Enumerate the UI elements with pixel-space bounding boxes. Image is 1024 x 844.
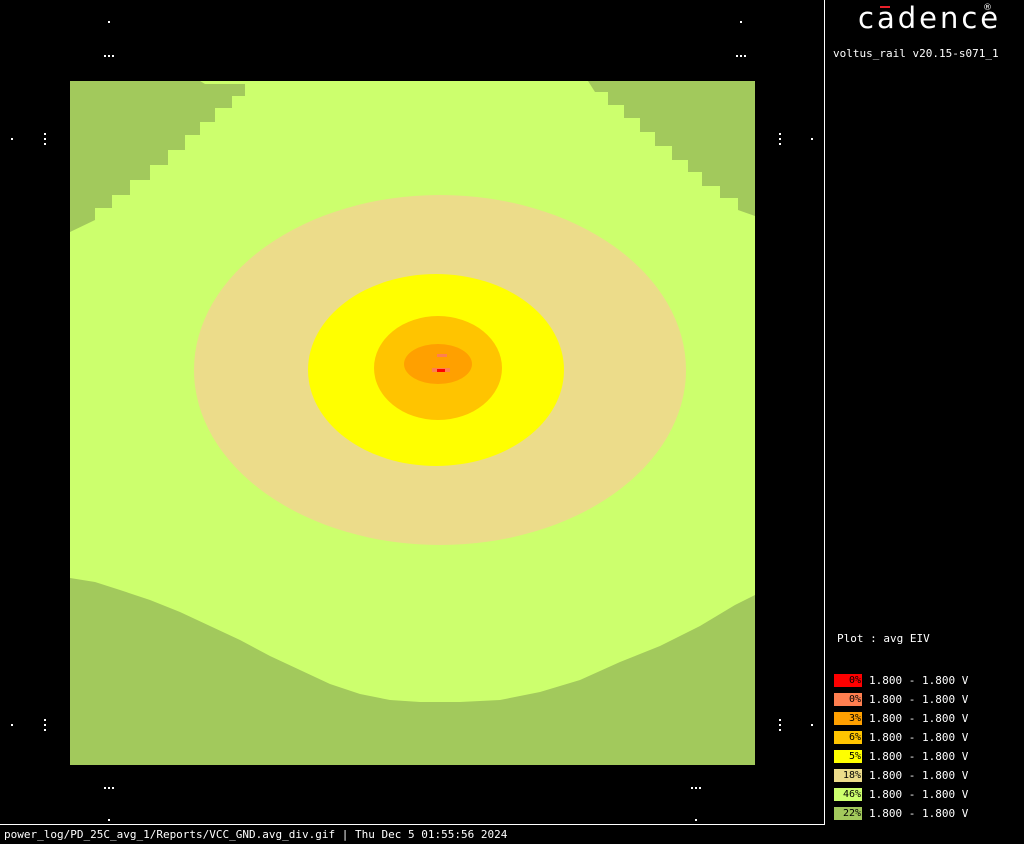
legend-swatch: 22%: [834, 807, 862, 820]
marker-dot: [44, 133, 46, 135]
corner-region-top-left: [70, 81, 245, 232]
marker-dot: [44, 719, 46, 721]
marker-dot: [44, 138, 46, 140]
legend-range-label: 1.800 - 1.800 V: [869, 731, 969, 744]
cadence-logo: cadence ®: [858, 0, 998, 36]
legend-row: 0% 1.800 - 1.800 V: [834, 690, 1014, 709]
legend-row: 6% 1.800 - 1.800 V: [834, 728, 1014, 747]
panel-divider-horizontal: [0, 824, 825, 825]
marker-dot: [108, 21, 110, 23]
marker-dot: [44, 729, 46, 731]
legend-row: 3% 1.800 - 1.800 V: [834, 709, 1014, 728]
marker-dot: [108, 55, 110, 57]
legend-range-label: 1.800 - 1.800 V: [869, 693, 969, 706]
legend-swatch: 6%: [834, 731, 862, 744]
marker-dot: [699, 787, 701, 789]
legend-range-label: 1.800 - 1.800 V: [869, 807, 969, 820]
legend-range-label: 1.800 - 1.800 V: [869, 769, 969, 782]
legend-range-label: 1.800 - 1.800 V: [869, 674, 969, 687]
legend-range-label: 1.800 - 1.800 V: [869, 712, 969, 725]
marker-dot: [779, 724, 781, 726]
bottom-region-dark-green: [70, 578, 755, 765]
ir-drop-plot-area: [11, 21, 813, 821]
marker-dot: [11, 138, 13, 140]
ir-drop-heatmap: [70, 81, 755, 765]
legend-range-label: 1.800 - 1.800 V: [869, 750, 969, 763]
marker-dot: [44, 143, 46, 145]
legend-swatch: 0%: [834, 693, 862, 706]
marker-dot: [695, 787, 697, 789]
marker-dot: [740, 21, 742, 23]
marker-dot: [736, 55, 738, 57]
marker-dot: [744, 55, 746, 57]
legend-range-label: 1.800 - 1.800 V: [869, 788, 969, 801]
marker-dot: [108, 819, 110, 821]
status-footer: power_log/PD_25C_avg_1/Reports/VCC_GND.a…: [4, 828, 508, 841]
region-salmon: [437, 354, 447, 357]
panel-divider-vertical: [824, 0, 825, 825]
region-red-hotspot: [437, 369, 445, 372]
marker-dot: [104, 787, 106, 789]
legend-row: 0% 1.800 - 1.800 V: [834, 671, 1014, 690]
region-orange: [404, 344, 472, 384]
voltage-legend: 0% 1.800 - 1.800 V 0% 1.800 - 1.800 V 3% 1.80…: [834, 671, 1014, 823]
marker-dot: [779, 143, 781, 145]
marker-dot: [44, 724, 46, 726]
marker-dot: [695, 819, 697, 821]
legend-swatch: 0%: [834, 674, 862, 687]
legend-swatch: 46%: [834, 788, 862, 801]
marker-dot: [779, 138, 781, 140]
marker-dot: [779, 719, 781, 721]
legend-swatch: 5%: [834, 750, 862, 763]
marker-dot: [779, 729, 781, 731]
legend-row: 5% 1.800 - 1.800 V: [834, 747, 1014, 766]
marker-dot: [811, 724, 813, 726]
legend-row: 18% 1.800 - 1.800 V: [834, 766, 1014, 785]
marker-dot: [112, 55, 114, 57]
marker-dot: [779, 133, 781, 135]
legend-row: 46% 1.800 - 1.800 V: [834, 785, 1014, 804]
cadence-logo-accent-bar: [880, 6, 890, 8]
legend-swatch: 18%: [834, 769, 862, 782]
plot-type-label: Plot : avg EIV: [837, 632, 930, 645]
marker-dot: [691, 787, 693, 789]
marker-dot: [108, 787, 110, 789]
marker-dot: [112, 787, 114, 789]
corner-region-top-right: [588, 81, 755, 216]
marker-dot: [11, 724, 13, 726]
marker-dot: [811, 138, 813, 140]
registered-mark: ®: [983, 3, 992, 13]
marker-dot: [740, 55, 742, 57]
legend-swatch: 3%: [834, 712, 862, 725]
legend-row: 22% 1.800 - 1.800 V: [834, 804, 1014, 823]
tool-version-label: voltus_rail v20.15-s071_1: [833, 47, 999, 60]
marker-dot: [104, 55, 106, 57]
